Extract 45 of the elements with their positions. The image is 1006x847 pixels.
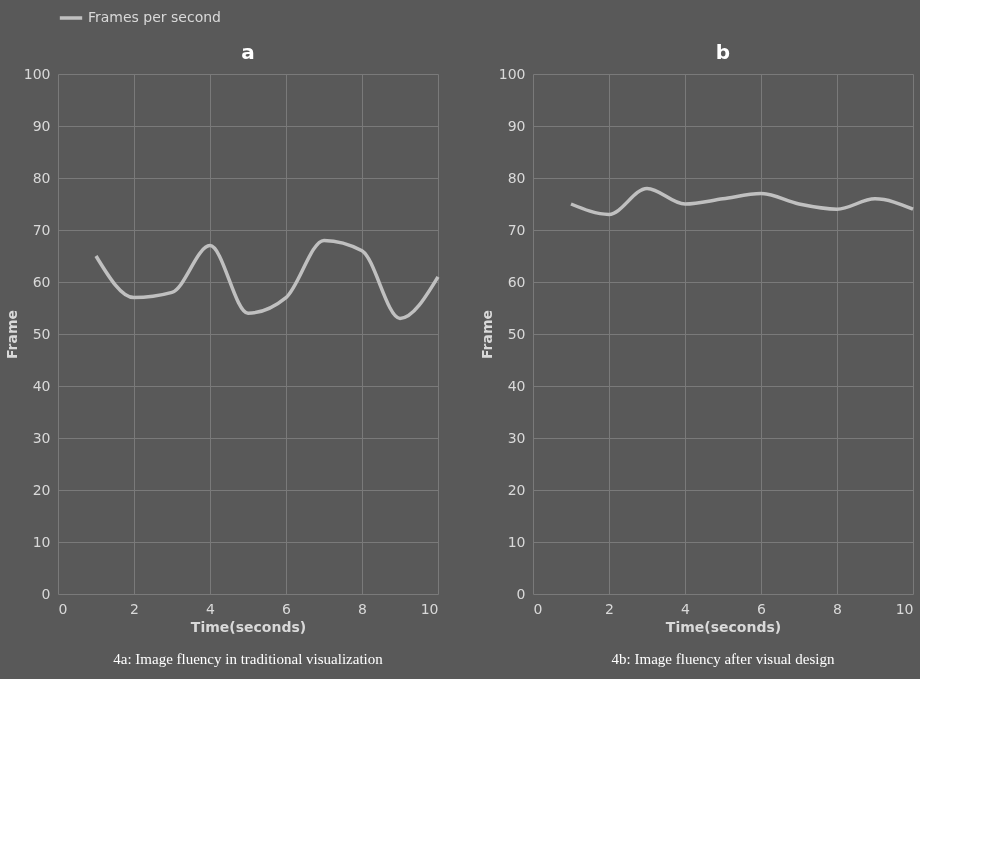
x-tick-label: 4 bbox=[681, 600, 691, 617]
x-tick-label: 8 bbox=[833, 600, 842, 617]
legend-label: Frames per second bbox=[88, 9, 221, 25]
x-tick-label: 8 bbox=[358, 600, 367, 617]
text: 4a: Image fluency in traditional visualization bbox=[113, 651, 384, 667]
y-tick-label: 20 bbox=[32, 481, 51, 498]
y-tick-label: 40 bbox=[507, 377, 526, 394]
y-tick-label: 10 bbox=[32, 533, 51, 550]
x-tick-label: 10 bbox=[895, 600, 914, 617]
y-tick-label: 30 bbox=[507, 429, 526, 446]
x-tick-label: 4 bbox=[206, 600, 216, 617]
x-axis-title: Time(seconds) bbox=[665, 618, 782, 635]
y-tick-label: 60 bbox=[507, 273, 526, 290]
x-tick-label: 0 bbox=[58, 600, 68, 617]
x-axis-title: Time(seconds) bbox=[190, 618, 307, 635]
x-tick-label: 2 bbox=[605, 600, 614, 617]
x-tick-label: 6 bbox=[282, 600, 292, 617]
chart-title: b bbox=[715, 40, 731, 64]
y-tick-label: 10 bbox=[507, 533, 526, 550]
y-tick-label: 80 bbox=[32, 169, 51, 186]
y-tick-label: 70 bbox=[507, 221, 526, 238]
y-tick-label: 90 bbox=[32, 117, 51, 134]
chart-title: a bbox=[241, 40, 255, 64]
y-tick-label: 30 bbox=[32, 429, 51, 446]
x-tick-label: 10 bbox=[420, 600, 439, 617]
y-tick-label: 90 bbox=[507, 117, 526, 134]
y-tick-label: 70 bbox=[32, 221, 51, 238]
y-tick-label: 40 bbox=[32, 377, 51, 394]
y-tick-label: 50 bbox=[507, 325, 526, 342]
text: 4b: Image fluency after visual design bbox=[611, 651, 835, 667]
y-tick-label: 80 bbox=[507, 169, 526, 186]
y-tick-label: 100 bbox=[23, 65, 51, 82]
y-tick-label: 100 bbox=[498, 65, 526, 82]
x-tick-label: 6 bbox=[757, 600, 767, 617]
y-tick-label: 0 bbox=[516, 585, 526, 602]
y-tick-label: 20 bbox=[507, 481, 526, 498]
y-tick-label: 50 bbox=[32, 325, 51, 342]
x-tick-label: 2 bbox=[130, 600, 139, 617]
x-tick-label: 0 bbox=[533, 600, 543, 617]
y-axis-title: Frame bbox=[3, 309, 20, 360]
y-tick-label: 60 bbox=[32, 273, 51, 290]
y-tick-label: 0 bbox=[41, 585, 51, 602]
line-series bbox=[94, 238, 440, 321]
y-axis-title: Frame bbox=[478, 309, 495, 360]
line-series bbox=[569, 186, 915, 217]
